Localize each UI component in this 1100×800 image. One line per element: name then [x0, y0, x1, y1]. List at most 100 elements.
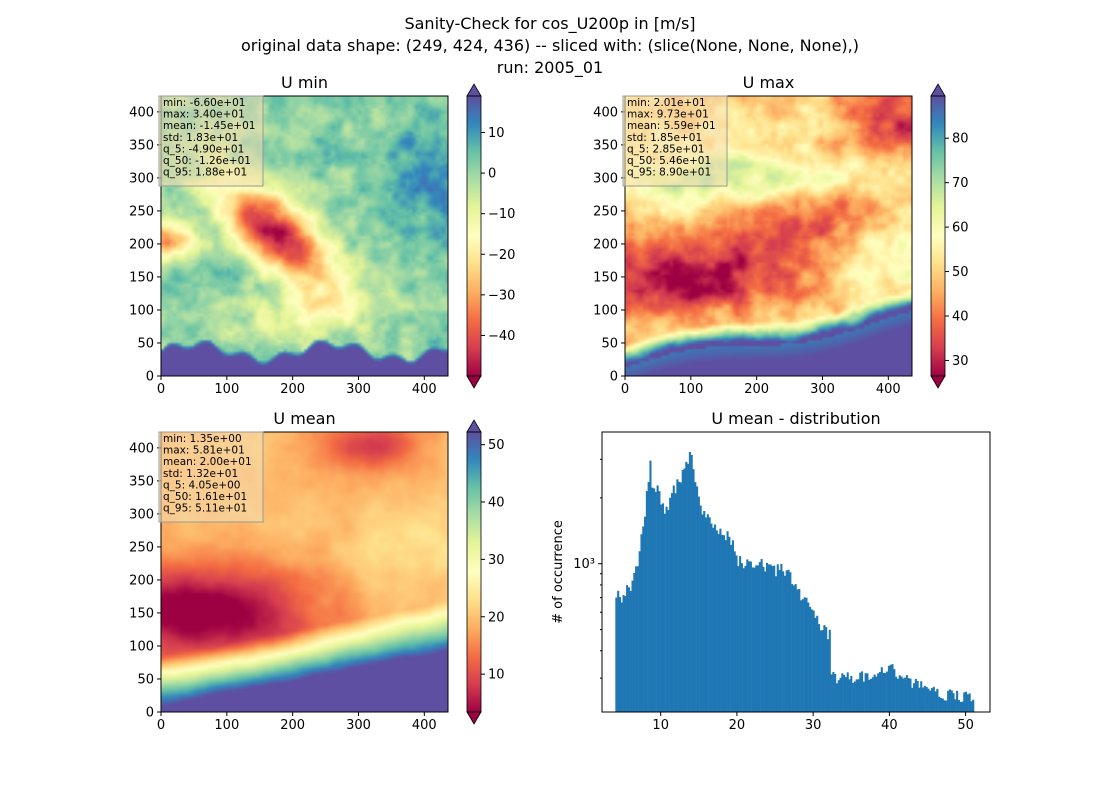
histogram-bar	[805, 597, 808, 712]
figure-suptitle: Sanity-Check for cos_U200p in [m/s] orig…	[241, 14, 859, 78]
histogram-bar	[705, 517, 708, 712]
histogram-bar	[791, 584, 794, 712]
histogram-bar	[816, 615, 819, 712]
histogram-bar	[776, 564, 779, 712]
histogram-bar	[774, 576, 778, 712]
histogram-bar	[746, 559, 749, 712]
histogram-bar	[765, 562, 769, 712]
x-tick-label: 40	[881, 718, 898, 733]
histogram-bar	[685, 461, 688, 712]
y-tick-label: 200	[129, 573, 154, 588]
histogram-bar	[809, 606, 812, 712]
histogram-bar	[884, 673, 887, 712]
y-axis-label: # of occurrence	[551, 520, 566, 624]
histogram-bar	[627, 587, 630, 712]
x-tick-label: 100	[214, 382, 239, 397]
stats-line: min: 1.35e+00	[163, 433, 242, 445]
colorbar-extend-min	[930, 375, 946, 389]
colorbar-tick-label: 30	[952, 354, 969, 369]
histogram-bar	[927, 688, 930, 712]
histogram-bar	[907, 678, 910, 712]
y-tick-label: 0	[146, 370, 154, 385]
x-tick-label: 300	[346, 382, 371, 397]
y-tick-label: 10³	[573, 557, 595, 572]
histogram-bar	[749, 561, 752, 712]
colorbar-tick-label: 30	[488, 553, 505, 568]
stats-line: mean: -1.45e+01	[163, 120, 255, 132]
histogram-bar	[647, 481, 650, 712]
colorbar-tick-label: −10	[488, 207, 515, 222]
histogram-bar	[622, 595, 625, 712]
y-tick-label: 350	[129, 474, 154, 489]
panel-title: U mean	[273, 409, 335, 428]
histogram-bar	[862, 681, 865, 712]
y-tick-label: 150	[593, 270, 618, 285]
histogram-bar	[735, 555, 738, 712]
histogram-bar	[751, 567, 754, 712]
histogram-bar	[952, 693, 955, 712]
colorbar-extend-max	[466, 419, 482, 433]
histogram-bar	[678, 481, 681, 712]
x-tick-label: 100	[678, 382, 703, 397]
histogram-bar	[652, 488, 656, 712]
histogram-bar	[963, 692, 966, 712]
histogram-bar	[814, 617, 817, 712]
histogram-bar	[852, 682, 855, 712]
stats-line: std: 1.83e+01	[163, 132, 238, 144]
histogram-bar	[731, 540, 734, 712]
stats-line: max: 5.81e+01	[163, 445, 245, 457]
histogram-bar	[769, 564, 772, 712]
panel-title: U min	[281, 73, 328, 92]
y-tick-label: 250	[129, 204, 154, 219]
axes-frame	[160, 95, 449, 377]
histogram-bar	[887, 665, 891, 712]
y-tick-label: 350	[593, 138, 618, 153]
panel-3: U mean 0 100 200 300 400 0 50 100 150 200 250 300 350…	[129, 409, 504, 733]
histogram-bar	[938, 696, 941, 712]
histogram-bar	[859, 672, 862, 712]
stats-box-bg	[622, 95, 728, 187]
histogram-bar	[688, 452, 691, 712]
histogram-bar	[699, 505, 702, 712]
histogram-bar	[923, 685, 926, 712]
histogram-bar	[807, 602, 810, 712]
histogram-bar	[631, 580, 634, 712]
histogram-bar	[900, 676, 903, 712]
histogram-bar	[905, 675, 908, 712]
histogram-bar	[878, 672, 882, 712]
histogram-bar	[877, 673, 880, 712]
histogram-bar	[757, 565, 760, 712]
histogram-bar	[947, 690, 950, 712]
histogram-bar	[681, 469, 684, 712]
histogram-bar	[954, 699, 957, 712]
histogram-bar	[658, 491, 661, 712]
histogram-bar	[667, 509, 670, 712]
colorbar-bar	[467, 96, 481, 376]
histogram-bar	[618, 597, 622, 712]
histogram-bar	[683, 468, 686, 712]
histogram-bar	[617, 590, 620, 712]
histogram-bar	[649, 460, 652, 712]
y-tick-label: 50	[137, 336, 154, 351]
stats-line: max: 9.73e+01	[627, 109, 709, 121]
histogram-bar	[638, 551, 641, 712]
histogram-bar	[713, 524, 717, 712]
histogram-bar	[710, 523, 713, 712]
histogram-bar	[719, 528, 722, 712]
stats-line: q_95: 8.90e+01	[627, 167, 711, 179]
histogram-bar	[676, 479, 679, 712]
histogram-bar	[821, 630, 824, 712]
histogram-bar	[640, 534, 643, 712]
colorbar-tick-label: −40	[488, 329, 515, 344]
x-tick-label: 200	[280, 382, 305, 397]
histogram-bar	[730, 544, 733, 712]
x-tick-label: 50	[957, 718, 974, 733]
stats-box-bg	[158, 431, 264, 523]
histogram-bar	[848, 679, 851, 712]
histogram-bar	[945, 700, 948, 712]
histogram-bar	[728, 536, 731, 712]
histogram-bar	[844, 677, 847, 712]
colorbar: 50 40 30 20 10	[466, 419, 505, 725]
histogram-bar	[694, 482, 697, 712]
